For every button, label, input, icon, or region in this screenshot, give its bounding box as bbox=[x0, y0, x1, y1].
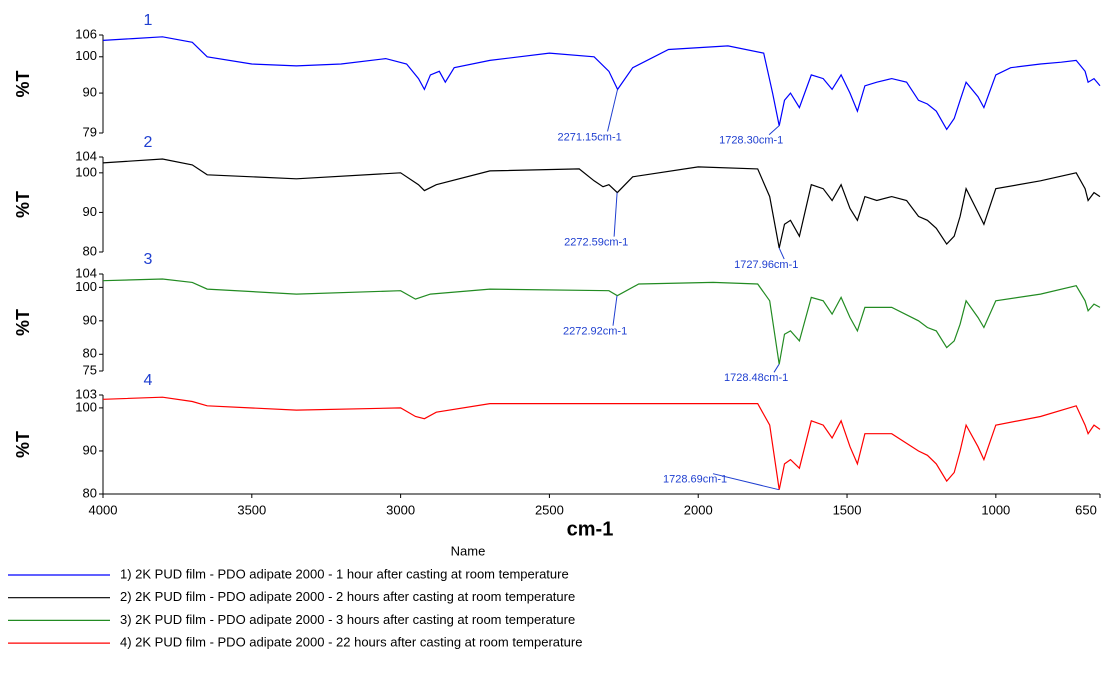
x-tick-label: 650 bbox=[1075, 502, 1097, 517]
annotation-leader bbox=[768, 125, 780, 136]
annotation: 1728.69cm-1 bbox=[663, 474, 727, 486]
x-tick-label: 3500 bbox=[237, 502, 266, 517]
y-tick-label: 80 bbox=[83, 485, 97, 500]
x-tick-label: 3000 bbox=[386, 502, 415, 517]
x-tick-label: 4000 bbox=[89, 502, 118, 517]
y-tick-label: 100 bbox=[75, 279, 97, 294]
legend-title: Name bbox=[451, 543, 486, 558]
y-tick-label: 104 bbox=[75, 148, 97, 163]
annotation-leader bbox=[607, 89, 619, 132]
annotation: 2272.92cm-1 bbox=[563, 326, 627, 338]
panel-title: 2 bbox=[144, 134, 153, 151]
x-tick-label: 1500 bbox=[833, 502, 862, 517]
y-tick-label: 106 bbox=[75, 26, 97, 41]
y-tick-label: 100 bbox=[75, 164, 97, 179]
panel-title: 1 bbox=[144, 12, 153, 29]
y-tick-label: 104 bbox=[75, 265, 97, 280]
legend-label: 2) 2K PUD film - PDO adipate 2000 - 2 ho… bbox=[120, 589, 575, 604]
y-tick-label: 75 bbox=[83, 362, 97, 377]
spectrum-line bbox=[102, 36, 1101, 131]
annotation: 2272.59cm-1 bbox=[564, 237, 628, 249]
annotation-leader bbox=[613, 192, 618, 237]
x-tick-label: 2500 bbox=[535, 502, 564, 517]
annotation: 2271.15cm-1 bbox=[558, 131, 622, 143]
legend-label: 4) 2K PUD film - PDO adipate 2000 - 22 h… bbox=[120, 635, 582, 650]
y-axis-label: %T bbox=[13, 431, 33, 458]
y-tick-label: 80 bbox=[83, 346, 97, 361]
y-tick-label: 79 bbox=[83, 124, 97, 139]
y-axis-label: %T bbox=[13, 309, 33, 336]
x-axis-label: cm-1 bbox=[567, 518, 614, 540]
y-axis-label: %T bbox=[13, 70, 33, 97]
annotation: 1727.96cm-1 bbox=[734, 259, 798, 271]
panel-title: 4 bbox=[144, 372, 153, 389]
y-tick-label: 90 bbox=[83, 442, 97, 457]
y-tick-label: 100 bbox=[75, 399, 97, 414]
x-tick-label: 1000 bbox=[981, 502, 1010, 517]
y-axis-label: %T bbox=[13, 191, 33, 218]
spectrum-line bbox=[102, 396, 1101, 490]
legend-label: 3) 2K PUD film - PDO adipate 2000 - 3 ho… bbox=[120, 612, 575, 627]
annotation-leader bbox=[773, 364, 780, 373]
y-tick-label: 90 bbox=[83, 85, 97, 100]
y-tick-label: 90 bbox=[83, 312, 97, 327]
annotation: 1728.48cm-1 bbox=[724, 372, 788, 384]
spectrum-line bbox=[102, 158, 1101, 249]
y-tick-label: 90 bbox=[83, 204, 97, 219]
annotation-leader bbox=[612, 295, 618, 326]
panel-title: 3 bbox=[144, 251, 153, 268]
spectrum-line bbox=[102, 278, 1101, 365]
y-tick-label: 103 bbox=[75, 386, 97, 401]
annotation: 1728.30cm-1 bbox=[719, 135, 783, 147]
y-tick-label: 80 bbox=[83, 243, 97, 258]
annotation-leader bbox=[712, 473, 780, 491]
annotation-leader bbox=[778, 247, 785, 260]
x-tick-label: 2000 bbox=[684, 502, 713, 517]
legend-label: 1) 2K PUD film - PDO adipate 2000 - 1 ho… bbox=[120, 566, 569, 581]
y-tick-label: 100 bbox=[75, 48, 97, 63]
